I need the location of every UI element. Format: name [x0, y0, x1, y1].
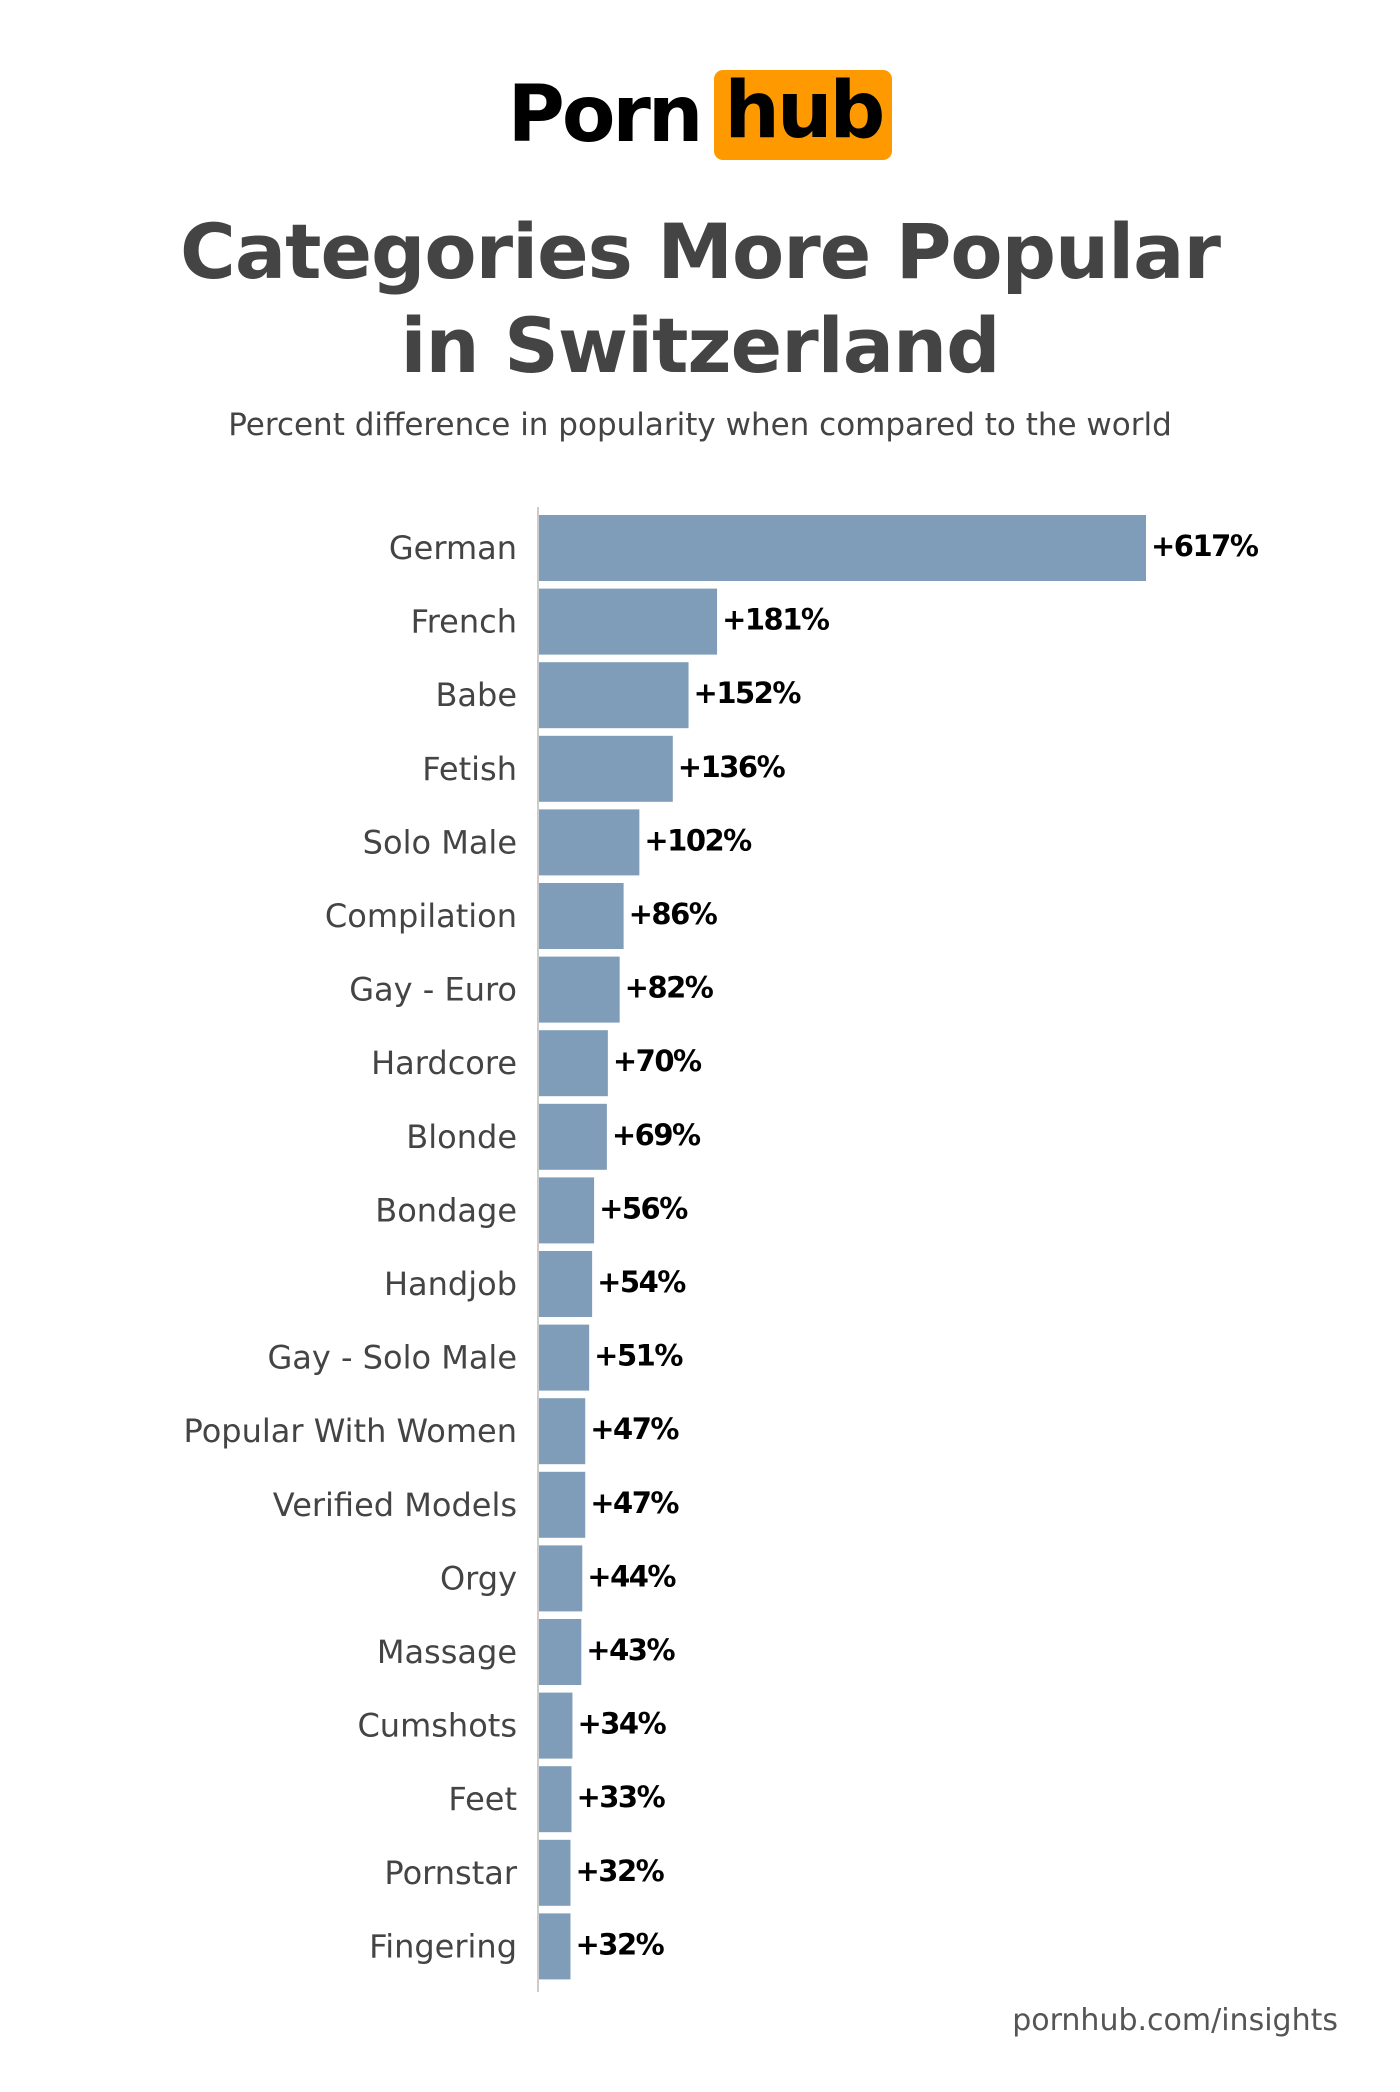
value-label: +617%	[1151, 529, 1259, 563]
bar-fetish	[539, 735, 673, 802]
category-label: Fingering	[369, 1927, 517, 1965]
category-label: Popular With Women	[184, 1412, 517, 1450]
bar-orgy	[539, 1545, 583, 1612]
value-label: +47%	[590, 1412, 679, 1446]
value-label: +47%	[590, 1486, 679, 1520]
chart-title-line2: in Switzerland	[400, 301, 1000, 390]
bar-babe	[539, 662, 689, 729]
category-label: German	[389, 529, 517, 567]
bar-german	[539, 515, 1146, 581]
bar-gay-solo-male	[539, 1324, 590, 1391]
category-label: Gay - Euro	[349, 971, 517, 1009]
category-label: Blonde	[406, 1118, 517, 1156]
bar-pornstar	[539, 1839, 571, 1906]
bar-popular-with-women	[539, 1398, 586, 1465]
value-label: +34%	[577, 1707, 666, 1741]
value-label: +32%	[575, 1927, 664, 1961]
value-label: +32%	[575, 1854, 664, 1888]
category-label: Solo Male	[363, 823, 517, 861]
bar-french	[539, 588, 718, 655]
value-label: +56%	[599, 1191, 688, 1225]
value-label: +70%	[613, 1044, 702, 1078]
category-label: French	[411, 603, 517, 641]
value-label: +82%	[625, 971, 714, 1005]
value-label: +152%	[694, 676, 802, 710]
logo-text-right: hub	[714, 70, 893, 160]
category-label: Pornstar	[384, 1854, 517, 1892]
category-label: Gay - Solo Male	[267, 1339, 517, 1377]
category-label: Hardcore	[371, 1044, 517, 1082]
value-label: +51%	[594, 1339, 683, 1373]
category-label: Fetish	[422, 750, 517, 788]
category-label: Verified Models	[273, 1486, 517, 1524]
category-label: Bondage	[375, 1191, 517, 1229]
bar-gay-euro	[539, 956, 620, 1023]
value-label: +86%	[629, 897, 718, 931]
pornhub-logo: Porn hub	[0, 70, 1400, 160]
value-label: +136%	[678, 750, 786, 784]
value-label: +44%	[587, 1559, 676, 1593]
bar-feet	[539, 1766, 572, 1833]
category-label: Massage	[377, 1633, 517, 1671]
logo-text-left: Porn	[507, 70, 704, 160]
value-label: +54%	[597, 1265, 686, 1299]
value-label: +33%	[576, 1780, 665, 1814]
category-label: Cumshots	[357, 1707, 517, 1745]
category-label: Babe	[435, 676, 517, 714]
bar-handjob	[539, 1251, 593, 1317]
value-label: +102%	[644, 823, 752, 857]
category-label: Orgy	[440, 1559, 517, 1597]
bar-hardcore	[539, 1030, 608, 1097]
bar-blonde	[539, 1103, 607, 1170]
bar-compilation	[539, 883, 624, 949]
source-link[interactable]: pornhub.com/insights	[1012, 2003, 1338, 2038]
bar-fingering	[539, 1913, 571, 1980]
value-label: +43%	[586, 1633, 675, 1667]
bar-cumshots	[539, 1692, 573, 1759]
category-label: Compilation	[325, 897, 517, 935]
chart-title-line1: Categories More Popular	[180, 207, 1221, 296]
value-label: +69%	[612, 1118, 701, 1152]
chart-subtitle: Percent difference in popularity when co…	[228, 407, 1172, 443]
value-label: +181%	[722, 603, 830, 637]
bar-verified-models	[539, 1471, 586, 1538]
category-label: Feet	[448, 1780, 517, 1818]
bar-solo-male	[539, 809, 640, 876]
bar-massage	[539, 1619, 582, 1685]
chart-title: Categories More Popular in Switzerland	[0, 205, 1400, 393]
category-label: Handjob	[384, 1265, 517, 1303]
bar-bondage	[539, 1177, 595, 1244]
